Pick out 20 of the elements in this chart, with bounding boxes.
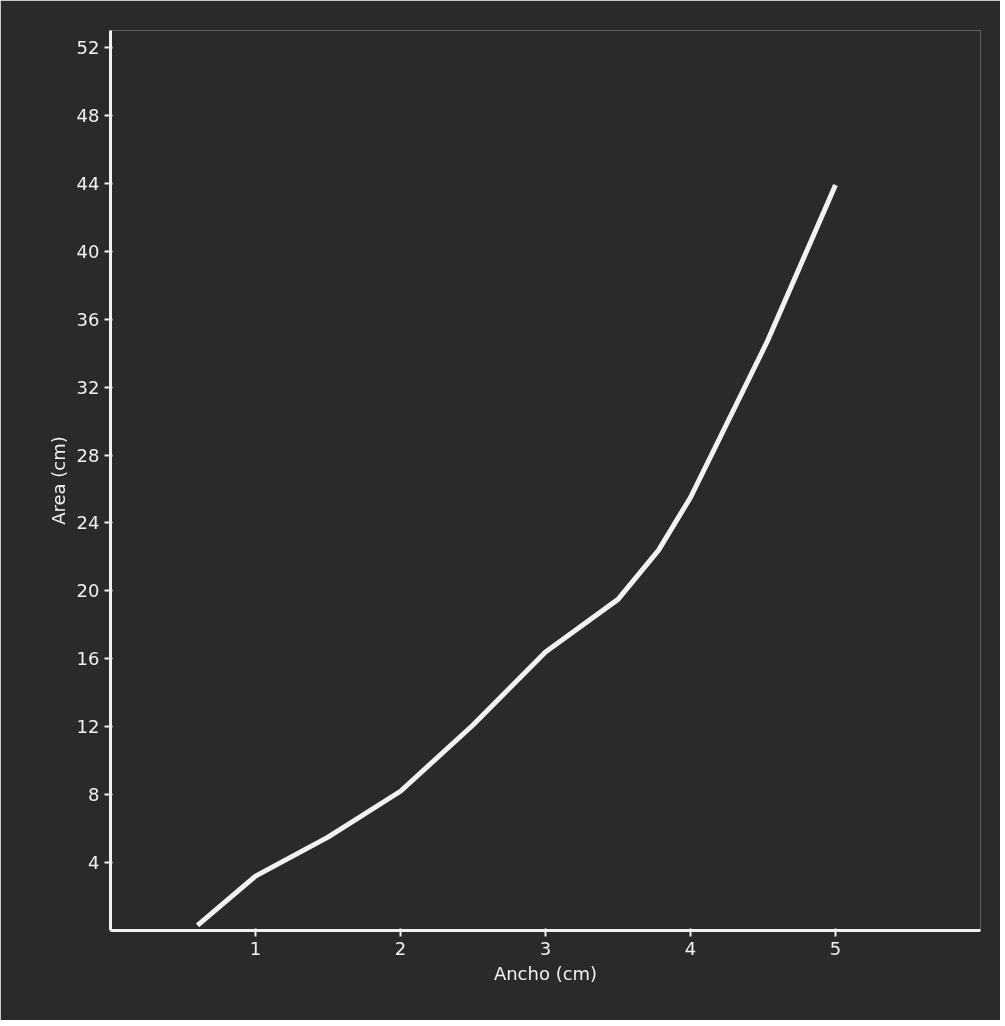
y-tick-label: 52 bbox=[76, 36, 100, 58]
x-tick-label: 3 bbox=[539, 937, 552, 959]
y-tick-label: 4 bbox=[88, 852, 100, 874]
y-tick-label: 28 bbox=[76, 444, 100, 466]
y-tick-label: 44 bbox=[76, 172, 100, 194]
y-tick-label: 32 bbox=[76, 376, 100, 398]
y-tick-label: 36 bbox=[76, 308, 100, 330]
x-tick-label: 2 bbox=[394, 937, 407, 959]
y-tick-label: 12 bbox=[76, 716, 100, 738]
y-axis-title: Area (cm) bbox=[47, 436, 69, 525]
x-tick-label: 1 bbox=[249, 937, 262, 959]
y-tick-label: 48 bbox=[76, 104, 100, 126]
y-tick-label: 8 bbox=[88, 784, 100, 806]
x-tick-label: 4 bbox=[684, 937, 697, 959]
x-axis-title: Ancho (cm) bbox=[493, 962, 598, 984]
y-tick-label: 24 bbox=[76, 512, 100, 534]
y-tick-label: 16 bbox=[76, 648, 100, 670]
y-tick-label: 20 bbox=[76, 580, 100, 602]
y-tick-label: 40 bbox=[76, 240, 100, 262]
x-tick-label: 5 bbox=[829, 937, 842, 959]
